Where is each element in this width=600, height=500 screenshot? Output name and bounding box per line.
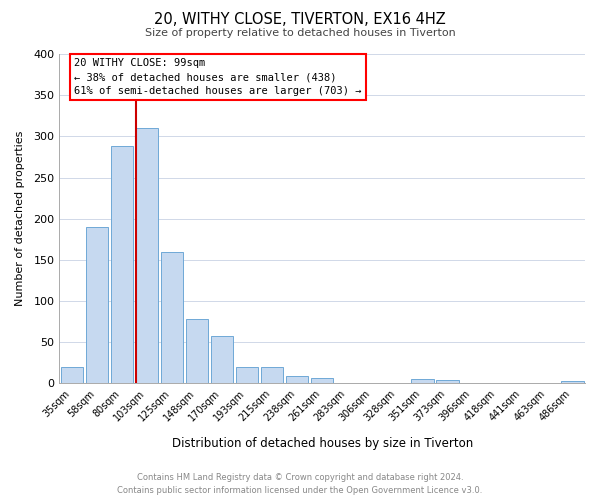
Bar bbox=[286, 376, 308, 384]
Text: Size of property relative to detached houses in Tiverton: Size of property relative to detached ho… bbox=[145, 28, 455, 38]
Bar bbox=[411, 379, 434, 384]
Bar bbox=[110, 146, 133, 384]
Text: 20 WITHY CLOSE: 99sqm
← 38% of detached houses are smaller (438)
61% of semi-det: 20 WITHY CLOSE: 99sqm ← 38% of detached … bbox=[74, 58, 361, 96]
Text: 20, WITHY CLOSE, TIVERTON, EX16 4HZ: 20, WITHY CLOSE, TIVERTON, EX16 4HZ bbox=[154, 12, 446, 28]
Bar bbox=[136, 128, 158, 384]
Y-axis label: Number of detached properties: Number of detached properties bbox=[15, 131, 25, 306]
Bar bbox=[436, 380, 458, 384]
Bar bbox=[161, 252, 183, 384]
Text: Contains HM Land Registry data © Crown copyright and database right 2024.
Contai: Contains HM Land Registry data © Crown c… bbox=[118, 474, 482, 495]
Bar bbox=[61, 367, 83, 384]
Bar bbox=[186, 319, 208, 384]
Bar bbox=[86, 227, 108, 384]
X-axis label: Distribution of detached houses by size in Tiverton: Distribution of detached houses by size … bbox=[172, 437, 473, 450]
Bar bbox=[311, 378, 334, 384]
Bar bbox=[211, 336, 233, 384]
Bar bbox=[261, 367, 283, 384]
Bar bbox=[236, 367, 259, 384]
Bar bbox=[561, 381, 584, 384]
